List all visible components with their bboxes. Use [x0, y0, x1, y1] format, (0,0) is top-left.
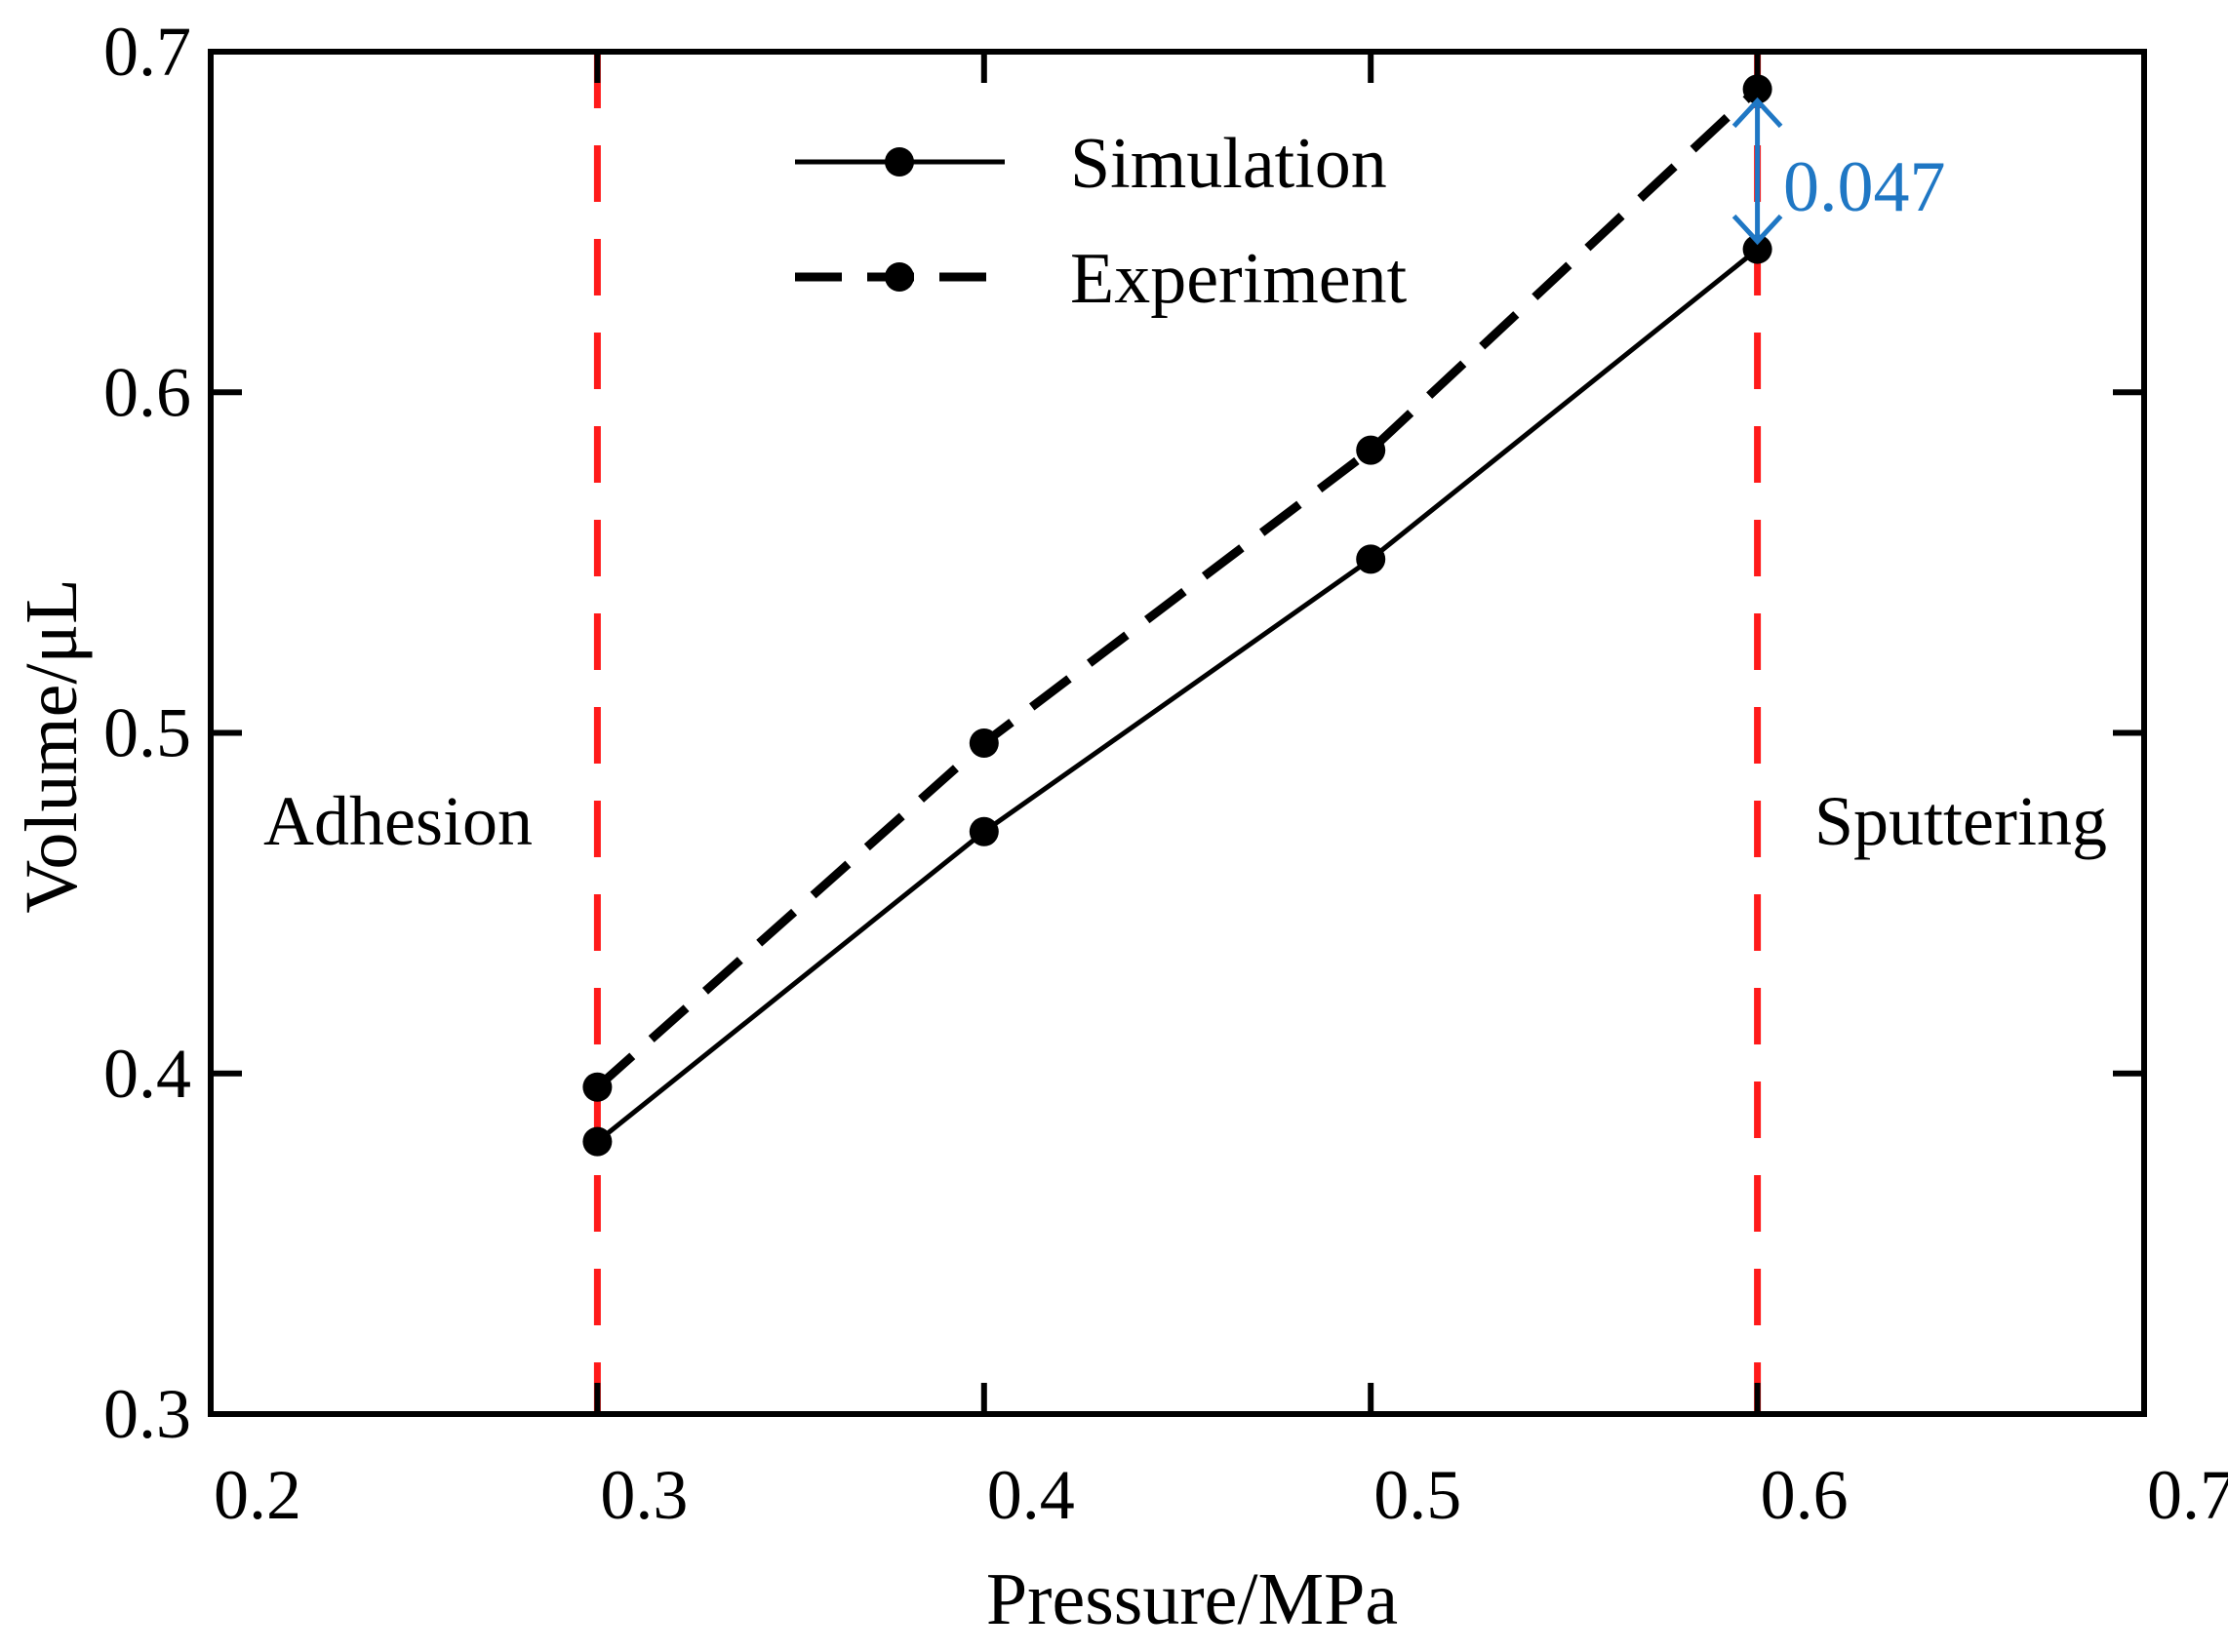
- data-point-experiment-3: [1742, 74, 1772, 104]
- y-axis-label: Volume/μL: [11, 578, 93, 913]
- legend-marker-simulation: [885, 147, 914, 177]
- x-tick-label: 0.2: [214, 1456, 301, 1534]
- x-tick-label: 0.6: [1761, 1456, 1849, 1534]
- x-tick-label: 0.3: [600, 1456, 688, 1534]
- reference-label-adhesion: Adhesion: [263, 782, 533, 860]
- y-tick-label: 0.3: [103, 1375, 191, 1453]
- reference-label-sputtering: Sputtering: [1814, 782, 2107, 860]
- data-point-simulation-2: [1356, 544, 1386, 574]
- legend-marker-experiment: [885, 262, 914, 292]
- data-point-experiment-2: [1356, 435, 1386, 465]
- annotation-arrowhead-up: [1731, 97, 1783, 129]
- data-point-experiment-0: [582, 1072, 613, 1102]
- series-line-simulation: [595, 247, 1760, 1144]
- series-line-experiment: [594, 86, 1761, 1091]
- x-tick-label: 0.4: [987, 1456, 1075, 1534]
- y-tick-label: 0.6: [103, 353, 191, 431]
- annotation-value: 0.047: [1783, 147, 1946, 227]
- y-tick-label: 0.5: [103, 694, 191, 772]
- data-point-simulation-1: [969, 816, 999, 846]
- legend-label-simulation: Simulation: [1070, 124, 1387, 204]
- x-axis-label: Pressure/MPa: [986, 1558, 1398, 1640]
- data-point-experiment-1: [969, 728, 999, 758]
- x-tick-label: 0.5: [1373, 1456, 1461, 1534]
- data-point-simulation-0: [582, 1126, 613, 1157]
- y-tick-label: 0.4: [103, 1035, 191, 1113]
- data-point-simulation-3: [1742, 234, 1772, 264]
- x-tick-label: 0.7: [2147, 1456, 2228, 1534]
- legend-label-experiment: Experiment: [1070, 239, 1408, 319]
- annotation-arrowhead-down: [1731, 214, 1783, 246]
- y-tick-label: 0.7: [103, 13, 191, 91]
